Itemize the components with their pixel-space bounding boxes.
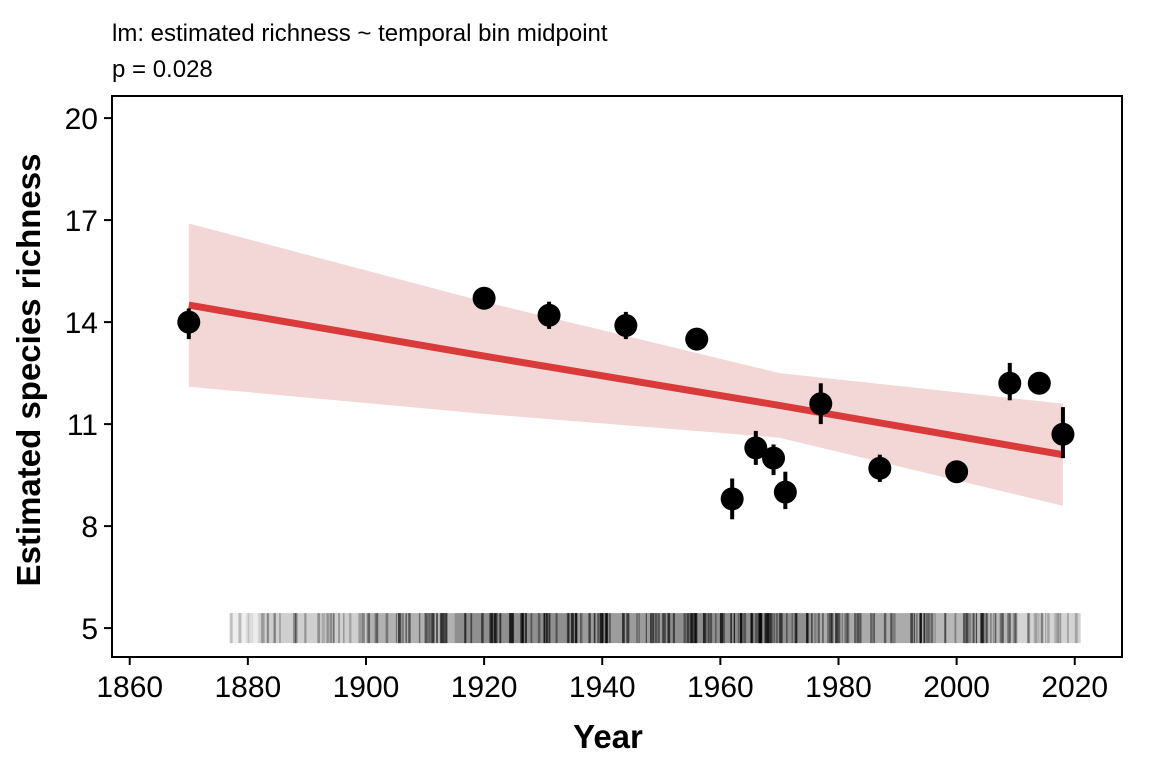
data-point-6 (744, 430, 768, 465)
chart-subtitle-line-2: p = 0.028 (112, 56, 213, 83)
point-marker-8 (773, 480, 797, 504)
x-axis-title: Year (573, 718, 643, 755)
point-marker-0 (177, 310, 201, 334)
data-point-13 (1027, 371, 1051, 395)
x-tick-label-1940: 1940 (569, 671, 636, 704)
rug-density-segment-0 (230, 613, 260, 644)
data-point-12 (998, 362, 1022, 401)
fit-line (188, 301, 1064, 459)
x-tick-label-1880: 1880 (214, 671, 281, 704)
data-point-1 (472, 286, 496, 310)
point-marker-14 (1051, 422, 1075, 446)
point-marker-7 (762, 446, 786, 470)
confidence-ribbon (188, 223, 1063, 506)
y-tick-label-11: 11 (67, 409, 98, 442)
data-point-0 (177, 308, 201, 340)
x-tick-label-1920: 1920 (451, 671, 518, 704)
rug-density-segment-5 (661, 613, 809, 644)
data-point-5 (720, 478, 744, 520)
y-tick-label-17: 17 (65, 205, 98, 238)
y-tick-label-14: 14 (65, 307, 98, 340)
x-tick-label-2000: 2000 (923, 671, 990, 704)
point-marker-12 (998, 371, 1022, 395)
point-marker-4 (685, 327, 709, 351)
point-marker-9 (809, 392, 833, 416)
data-point-8 (773, 471, 797, 510)
point-marker-3 (614, 314, 638, 337)
point-marker-6 (744, 436, 768, 460)
x-tick-label-1860: 1860 (96, 671, 163, 704)
rug-density-segment-1 (259, 613, 366, 644)
y-axis-title: Estimated species richness (10, 154, 47, 587)
point-marker-2 (537, 303, 561, 327)
rug-density-segment-6 (809, 613, 928, 644)
x-tick-label-1960: 1960 (687, 671, 754, 704)
point-marker-11 (945, 460, 969, 484)
plot-panel-border (111, 95, 1123, 658)
data-point-10 (868, 454, 892, 482)
point-marker-5 (720, 487, 744, 511)
data-point-9 (809, 383, 833, 425)
rug-density-segment-2 (366, 613, 455, 644)
point-marker-13 (1027, 371, 1051, 395)
data-point-11 (945, 460, 969, 484)
y-tick-label-8: 8 (81, 511, 98, 544)
chart-subtitle-line-1: lm: estimated richness ~ temporal bin mi… (112, 20, 608, 47)
data-point-7 (762, 444, 786, 476)
data-point-2 (537, 301, 561, 329)
x-tick-label-1900: 1900 (333, 671, 400, 704)
point-marker-1 (472, 286, 496, 310)
data-point-4 (685, 327, 709, 351)
data-point-3 (614, 311, 638, 340)
x-tick-label-1980: 1980 (805, 671, 872, 704)
point-marker-10 (868, 456, 892, 480)
x-tick-label-2020: 2020 (1041, 671, 1108, 704)
rug-density-segment-4 (572, 613, 662, 644)
data-point-14 (1051, 407, 1075, 459)
y-tick-label-5: 5 (81, 613, 98, 646)
rug-density-segment-7 (927, 613, 1016, 644)
rug-density-segment-8 (1015, 613, 1081, 644)
y-tick-label-20: 20 (65, 103, 98, 136)
